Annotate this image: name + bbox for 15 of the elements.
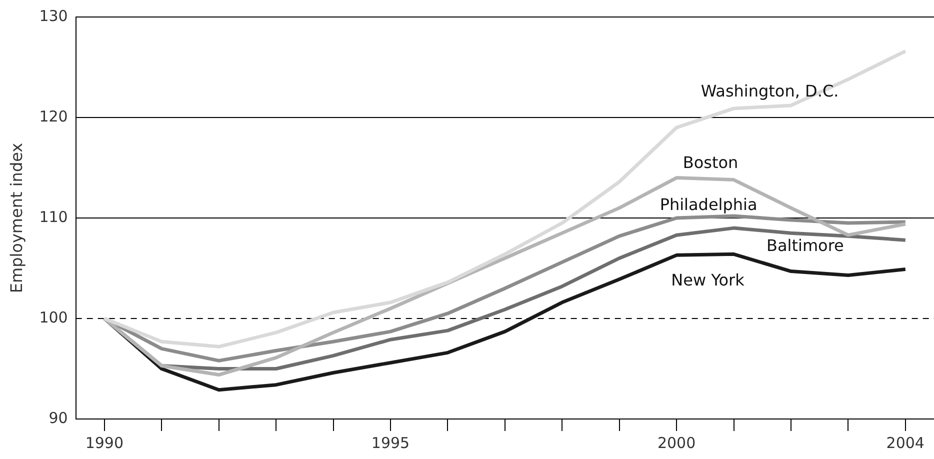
y-tick-label: 90 <box>48 408 68 427</box>
x-tick-label: 2000 <box>657 434 696 452</box>
series-label: Boston <box>682 152 738 172</box>
series-label: Philadelphia <box>660 195 758 214</box>
x-tick-label: 2004 <box>886 434 924 452</box>
series-label: New York <box>671 270 746 290</box>
y-tick-label: 120 <box>39 107 68 126</box>
y-axis-title: Employment index <box>6 142 26 294</box>
series-label: Baltimore <box>766 236 844 256</box>
x-tick-label: 1990 <box>85 434 124 452</box>
series-label: Washington, D.C. <box>700 82 839 101</box>
y-tick-label: 110 <box>39 208 68 226</box>
x-tick-label: 1995 <box>371 434 410 452</box>
y-tick-label: 130 <box>39 6 68 25</box>
y-tick-label: 100 <box>39 308 68 326</box>
